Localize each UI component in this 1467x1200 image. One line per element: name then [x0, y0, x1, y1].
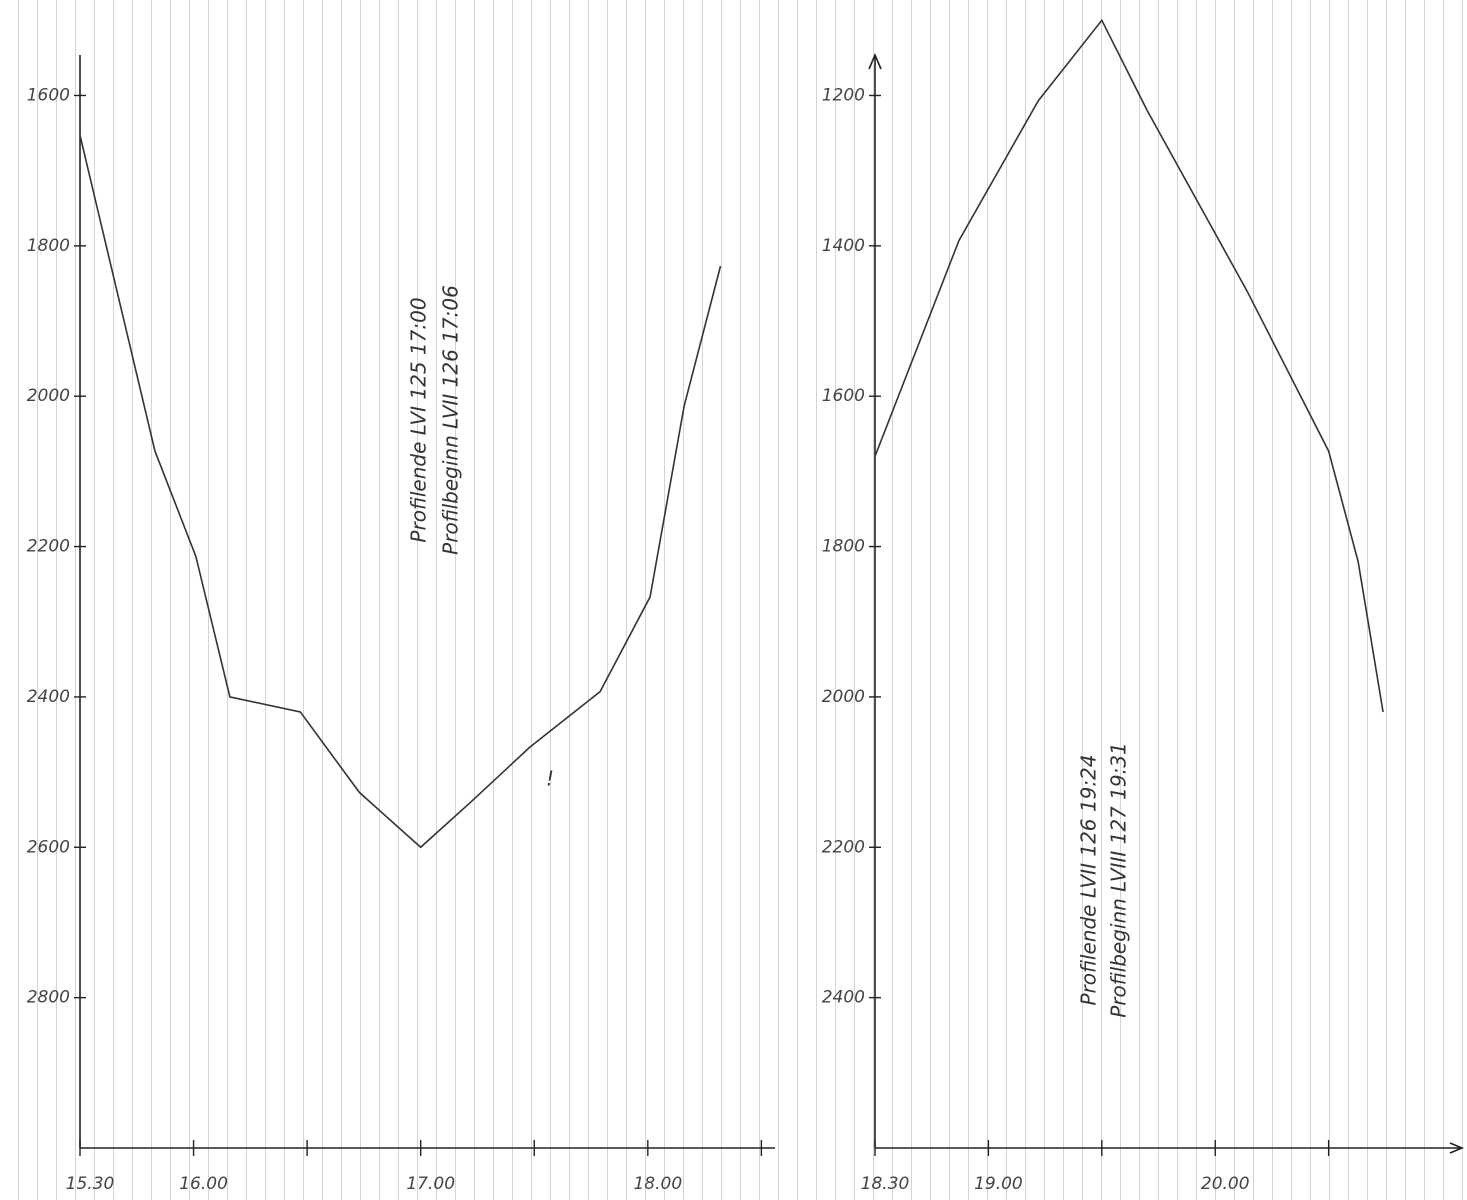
annotation: Profilbeginn LVII 126 17:06 — [439, 285, 463, 555]
annotation: Profilende LVI 125 17:00 — [407, 297, 431, 542]
x-tick-label: 17.00 — [406, 1174, 455, 1194]
y-tick-label: 2200 — [27, 537, 70, 557]
x-tick-label: 15.30 — [66, 1174, 115, 1194]
y-tick-label: 1600 — [27, 85, 70, 105]
x-tick-label: 19.00 — [974, 1174, 1023, 1194]
annotation: ! — [546, 767, 554, 791]
data-line — [874, 18, 1384, 713]
y-tick-label: 1400 — [822, 236, 865, 256]
x-tick-label: 20.00 — [1201, 1174, 1250, 1194]
axis-arrow — [1449, 1142, 1465, 1154]
y-tick-label: 2800 — [27, 988, 70, 1008]
y-tick-label: 2000 — [27, 386, 70, 406]
y-tick-label: 2400 — [822, 988, 865, 1008]
y-tick-label: 1800 — [822, 537, 865, 557]
x-tick-label: 18.00 — [633, 1174, 682, 1194]
axis-arrow — [868, 52, 882, 70]
y-tick-label: 1600 — [822, 386, 865, 406]
y-tick-label: 2600 — [27, 837, 70, 857]
y-tick-label: 2400 — [27, 687, 70, 707]
x-tick-label: 16.00 — [179, 1174, 228, 1194]
y-tick-label: 2000 — [822, 687, 865, 707]
y-tick-label: 1200 — [822, 85, 865, 105]
annotation: Profilende LVII 126 19:24 — [1077, 754, 1101, 1005]
x-tick-label: 18.30 — [861, 1174, 910, 1194]
y-tick-label: 1800 — [27, 236, 70, 256]
annotation: Profilbeginn LVIII 127 19:31 — [1107, 742, 1131, 1018]
y-tick-label: 2200 — [822, 837, 865, 857]
